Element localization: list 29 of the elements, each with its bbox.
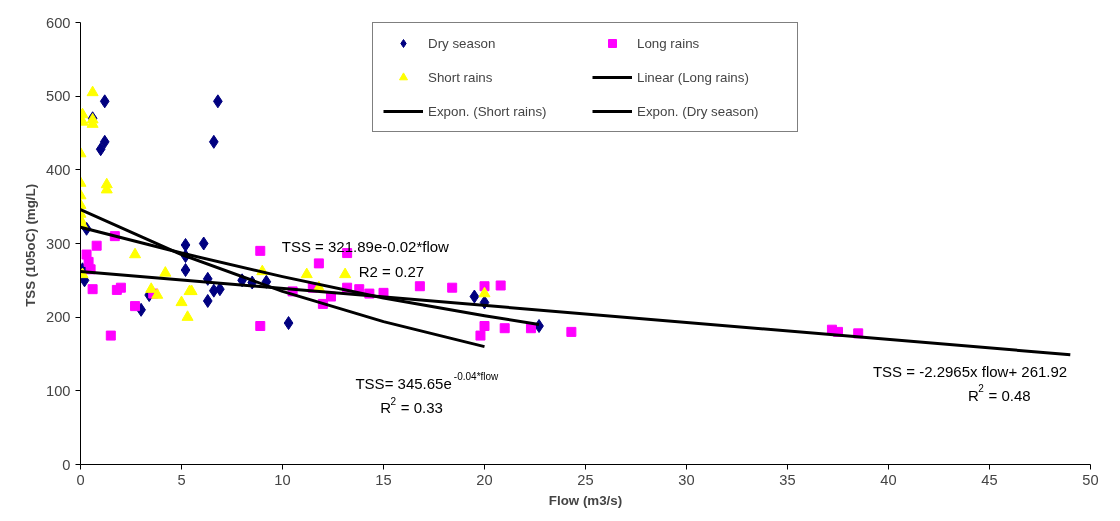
annotation: TSS = 321.89e-0.02*flow bbox=[281, 237, 450, 255]
y-tick-label: 600 bbox=[46, 14, 71, 31]
y-tick-label: 200 bbox=[46, 309, 71, 326]
x-tick-label: 40 bbox=[880, 471, 897, 488]
annotation: R2 = 0.27 bbox=[358, 262, 425, 280]
x-tick-label: 30 bbox=[678, 471, 695, 488]
y-tick-label: 100 bbox=[46, 382, 71, 399]
y-tick-label: 500 bbox=[46, 88, 71, 105]
x-tick-label: 0 bbox=[76, 471, 85, 488]
x-tick-label: 20 bbox=[476, 471, 493, 488]
x-axis-title: Flow (m3/s) bbox=[548, 492, 623, 508]
x-tick-label: 25 bbox=[577, 471, 594, 488]
x-tick-label: 50 bbox=[1082, 471, 1099, 488]
x-tick-label: 35 bbox=[779, 471, 796, 488]
x-tick-label: 5 bbox=[177, 471, 186, 488]
legend-label: Long rains bbox=[637, 35, 701, 51]
legend-label: Expon. (Dry season) bbox=[637, 103, 760, 119]
x-tick-label: 15 bbox=[375, 471, 392, 488]
legend-label: Expon. (Short rains) bbox=[428, 103, 548, 119]
x-tick-label: 10 bbox=[274, 471, 291, 488]
y-tick-label: 400 bbox=[46, 161, 71, 178]
y-tick-label: 0 bbox=[62, 456, 71, 473]
annotation: TSS = -2.2965x flow+ 261.92 bbox=[872, 363, 1068, 381]
y-axis-title: TSS (105oC) (mg/L) bbox=[23, 183, 39, 307]
y-tick-label: 300 bbox=[46, 235, 71, 252]
legend-label: Linear (Long rains) bbox=[637, 69, 750, 85]
legend-label: Dry season bbox=[428, 35, 497, 51]
x-tick-label: 45 bbox=[981, 471, 998, 488]
legend-label: Short rains bbox=[428, 69, 494, 85]
